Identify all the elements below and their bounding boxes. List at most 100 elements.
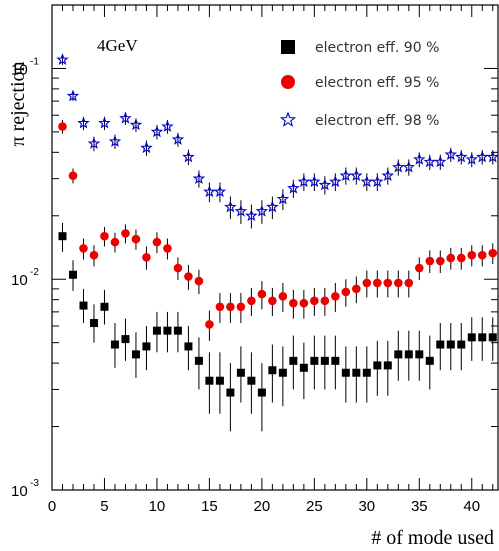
data-point (434, 155, 447, 168)
data-point (329, 175, 342, 188)
data-point (362, 278, 372, 288)
y-tick-label-exponent: -1 (30, 56, 39, 67)
series-3 (56, 53, 499, 229)
legend-marker (279, 111, 297, 127)
x-tick-label: 30 (358, 498, 375, 515)
x-tick-label: 0 (48, 498, 56, 515)
data-point (404, 278, 414, 288)
x-tick-label: 40 (463, 498, 480, 515)
data-point (257, 289, 267, 299)
data-point (215, 376, 224, 385)
data-point (58, 122, 67, 131)
data-point (444, 148, 458, 160)
x-tick-label: 20 (254, 498, 271, 515)
data-point (276, 192, 290, 205)
data-point (247, 296, 256, 306)
axis-ticks (51, 4, 498, 491)
data-point (245, 209, 258, 222)
data-point (320, 296, 330, 306)
data-point (77, 116, 90, 129)
data-point (402, 160, 416, 173)
data-point (152, 326, 161, 335)
data-point (297, 175, 311, 188)
legend-marker (281, 75, 295, 89)
data-point (215, 302, 225, 312)
data-point (331, 356, 340, 365)
data-point (129, 118, 143, 131)
data-point (383, 361, 392, 370)
data-point (289, 298, 298, 308)
data-point (299, 298, 309, 308)
data-point (394, 350, 403, 359)
data-point (310, 356, 319, 365)
data-point (182, 150, 195, 163)
data-point (121, 335, 130, 344)
data-point (425, 356, 434, 365)
x-tick-label: 25 (306, 498, 323, 515)
data-point (89, 250, 99, 260)
data-point (467, 250, 477, 260)
data-point (373, 278, 382, 288)
data-point (414, 263, 424, 273)
data-point (89, 318, 98, 327)
x-tick-label: 35 (411, 498, 428, 515)
y-tick-label: 10 (11, 272, 28, 289)
data-point (56, 53, 69, 66)
data-point (308, 175, 321, 188)
data-point (341, 287, 351, 297)
data-point (131, 234, 141, 244)
data-point (226, 302, 235, 312)
data-point (362, 368, 371, 377)
x-axis-title: # of mode used (371, 527, 494, 549)
data-point (205, 320, 214, 329)
data-point (255, 204, 269, 217)
data-point (341, 368, 350, 377)
data-point (121, 229, 130, 238)
data-point (236, 302, 246, 312)
data-point (234, 204, 248, 217)
data-point (194, 356, 203, 365)
data-point (100, 302, 109, 311)
legend-label: electron eff. 98 % (315, 113, 439, 129)
data-point (150, 125, 164, 138)
data-point (455, 150, 468, 163)
data-point (205, 376, 214, 385)
data-point (58, 232, 67, 241)
data-point (161, 120, 174, 132)
data-point (142, 253, 151, 262)
data-point (163, 244, 172, 253)
data-point (224, 200, 237, 213)
data-point (350, 169, 363, 181)
data-point (360, 175, 374, 188)
annotation-energy: 4GeV (97, 36, 138, 55)
data-point (446, 253, 456, 263)
data-point (142, 342, 151, 351)
series-2 (58, 119, 498, 341)
series-1 (58, 222, 497, 432)
data-point (184, 342, 193, 351)
data-point (184, 272, 193, 281)
legend-label: electron eff. 90 % (315, 40, 439, 56)
data-point (436, 340, 445, 349)
y-tick-label: 10 (11, 483, 28, 500)
data-point (213, 185, 227, 198)
data-point (423, 155, 437, 168)
data-point (394, 278, 403, 288)
legend: electron eff. 90 % electron eff. 95 % elec… (279, 40, 439, 129)
data-point (131, 350, 140, 359)
data-point (110, 340, 119, 349)
data-point (465, 152, 479, 165)
data-point (87, 137, 101, 149)
plot-frame (51, 4, 499, 491)
data-point (435, 256, 445, 266)
data-point (278, 291, 288, 301)
data-point (320, 356, 329, 365)
x-tick-label: 5 (100, 498, 108, 515)
y-tick-label: 10 (11, 61, 28, 78)
data-point (266, 200, 279, 213)
data-point (257, 388, 266, 397)
data-point (79, 244, 88, 253)
legend-label: electron eff. 95 % (315, 75, 439, 91)
data-point (173, 263, 183, 273)
